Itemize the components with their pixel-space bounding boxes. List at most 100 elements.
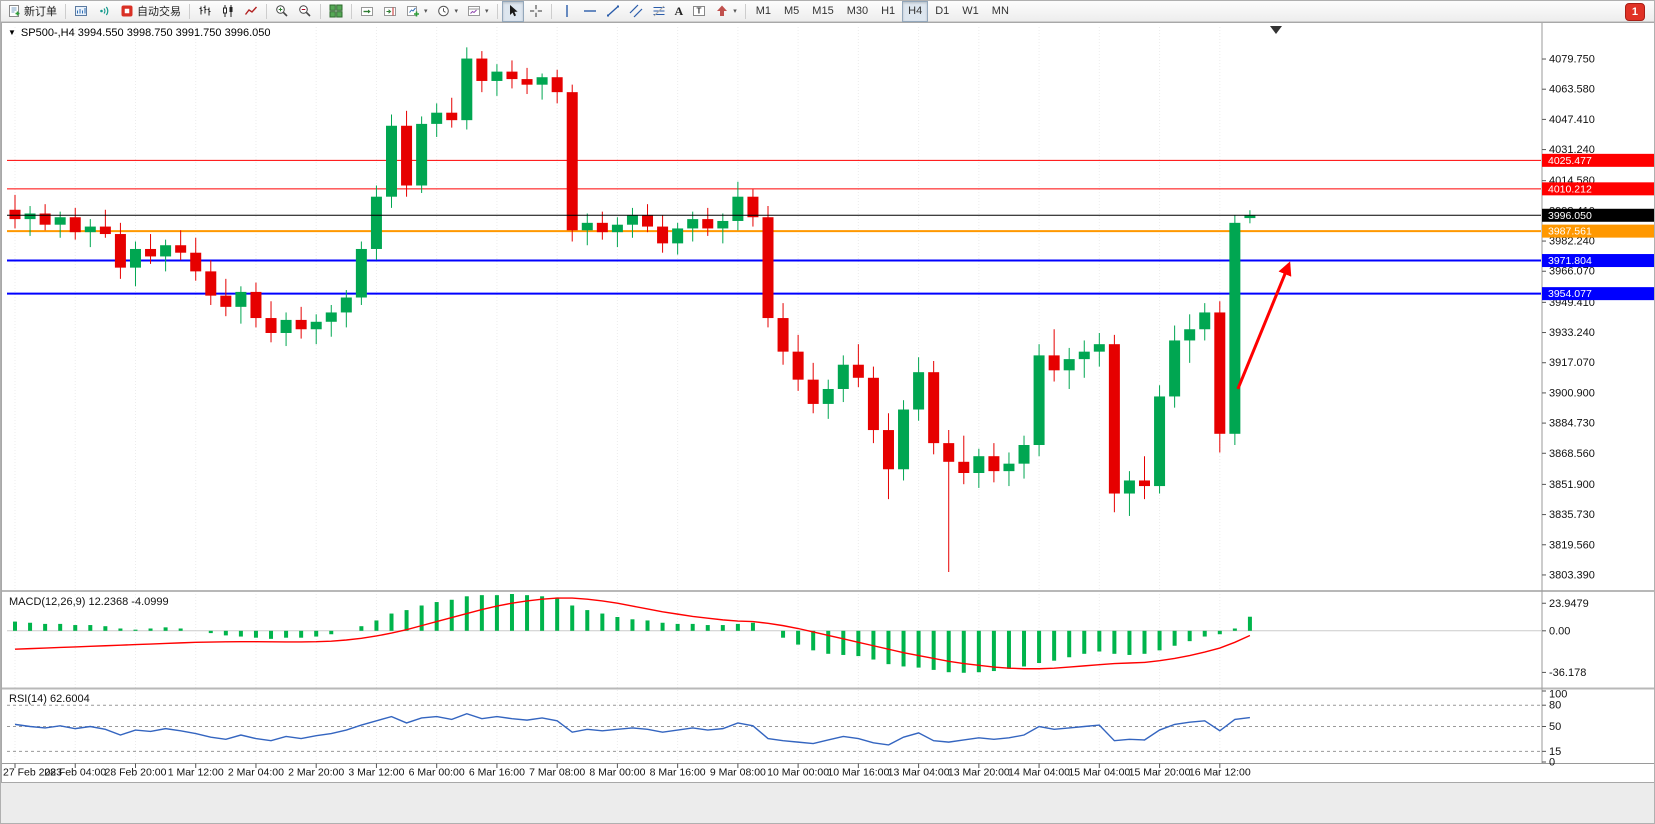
dropdown-arrow-icon: ▾	[733, 8, 737, 15]
collapse-chevron-icon[interactable]: ▼	[8, 28, 16, 37]
timeframe-button-m15[interactable]: M15	[812, 5, 834, 17]
time-axis-label: 27 Feb 2023	[3, 767, 62, 779]
candle-body	[777, 318, 789, 352]
price-tag[interactable]	[1542, 153, 1655, 167]
macd-axis-label: 23.9479	[1549, 598, 1589, 610]
candle-body	[958, 461, 970, 473]
crosshair-tool-button[interactable]	[525, 1, 547, 22]
price-tag[interactable]	[1542, 254, 1655, 268]
candle-body	[190, 252, 202, 272]
time-axis-label: 2 Mar 20:00	[288, 767, 344, 779]
candle-body	[596, 222, 608, 233]
zoom-out-button[interactable]	[294, 1, 316, 22]
chart-shift-button[interactable]	[379, 1, 401, 22]
candle-body	[822, 388, 834, 404]
horizontal-line-tool-button[interactable]	[579, 1, 601, 22]
candle-body	[536, 77, 548, 85]
timeframe-button-m1[interactable]: M1	[755, 5, 772, 17]
toolbar-separator	[320, 3, 321, 19]
candle-body	[1214, 312, 1226, 434]
price-axis-label: 4079.750	[1549, 54, 1595, 66]
signals-button[interactable]	[93, 1, 115, 22]
zoom-in-button[interactable]	[271, 1, 293, 22]
time-axis-label: 2 Mar 04:00	[228, 767, 284, 779]
candle-body	[521, 79, 533, 85]
new-order-button[interactable]: 新订单	[3, 1, 61, 22]
time-axis-label: 14 Mar 04:00	[1008, 767, 1070, 779]
vertical-line-tool-button[interactable]	[556, 1, 578, 22]
price-axis-label: 3803.390	[1549, 569, 1595, 581]
candlestick-chart-button[interactable]	[217, 1, 239, 22]
trendline-tool-button[interactable]	[602, 1, 624, 22]
bars-chart-button[interactable]	[194, 1, 216, 22]
candle-body	[175, 245, 187, 253]
candle-body	[732, 196, 744, 221]
candle-body	[129, 248, 141, 268]
shapes-tool-button[interactable]: ▾	[711, 1, 741, 22]
trend-arrow-annotation[interactable]	[1236, 261, 1292, 390]
templates-button[interactable]: ▾	[463, 1, 493, 22]
candlestick-chart-icon	[221, 4, 235, 18]
auto-scroll-button[interactable]	[356, 1, 378, 22]
vertical-line-icon	[560, 4, 574, 18]
candle-body	[1244, 215, 1256, 219]
timeframe-button-m30[interactable]: M30	[846, 5, 869, 17]
text-label-tool-button[interactable]: T	[688, 1, 710, 22]
price-tag[interactable]	[1542, 224, 1655, 238]
timeframe-button-h4[interactable]: H4	[902, 1, 929, 22]
toolbar-separator	[550, 3, 552, 19]
cursor-tool-button[interactable]	[501, 1, 524, 22]
text-label-icon: T	[692, 4, 706, 18]
chart-shift-marker[interactable]	[1270, 26, 1282, 34]
candle-body	[160, 245, 172, 257]
candle-body	[1018, 444, 1030, 464]
time-axis-label: 8 Mar 16:00	[650, 767, 706, 779]
rsi-axis-label: 0	[1549, 757, 1555, 769]
price-tag-label: 4025.477	[1548, 155, 1592, 167]
rsi-axis-label: 100	[1549, 689, 1567, 701]
time-axis-label: 15 Mar 04:00	[1068, 767, 1130, 779]
time-axis-label: 3 Mar 12:00	[348, 767, 404, 779]
timeframe-button-m5[interactable]: M5	[784, 5, 800, 17]
tile-windows-button[interactable]	[325, 1, 347, 22]
templates-icon	[467, 4, 481, 18]
macd-signal-line	[14, 597, 1251, 670]
chart-window-icon	[74, 4, 88, 18]
time-axis-label: 13 Mar 20:00	[948, 767, 1010, 779]
timeframe-button-d1[interactable]: D1	[935, 5, 950, 17]
candle-body	[310, 321, 322, 330]
price-axis-label: 3819.560	[1549, 539, 1595, 551]
periods-button[interactable]: ▾	[433, 1, 463, 22]
timeframe-button-h1[interactable]: H1	[881, 5, 896, 17]
candle-body	[416, 123, 428, 186]
text-tool-button[interactable]: A	[671, 1, 688, 22]
price-tag[interactable]	[1542, 287, 1655, 301]
toolbar-separator	[65, 3, 66, 19]
fibonacci-tool-button[interactable]	[648, 1, 670, 22]
time-axis-label: 10 Mar 16:00	[827, 767, 889, 779]
candle-body	[837, 364, 849, 389]
zoom-in-icon	[275, 4, 289, 18]
clock-icon	[437, 4, 451, 18]
chart-window-button[interactable]	[70, 1, 92, 22]
price-tag-label: 3954.077	[1548, 288, 1592, 300]
bars-chart-icon	[198, 4, 212, 18]
arrow-shape-icon	[715, 4, 729, 18]
zoom-out-icon	[298, 4, 312, 18]
timeframe-button-w1[interactable]: W1	[962, 5, 979, 17]
price-tag[interactable]	[1542, 182, 1655, 196]
dropdown-arrow-icon: ▾	[424, 8, 428, 15]
line-chart-button[interactable]	[240, 1, 262, 22]
chart-canvas[interactable]: 4079.7504063.5804047.4104031.2404014.580…	[1, 22, 1655, 783]
timeframe-button-mn[interactable]: MN	[991, 5, 1009, 17]
time-axis-label: 16 Mar 12:00	[1189, 767, 1251, 779]
window-bottom-strip	[1, 783, 1654, 823]
candle-body	[386, 125, 397, 197]
new-chart-button[interactable]: ▾	[402, 1, 432, 22]
notification-badge[interactable]: 1	[1624, 3, 1645, 21]
channel-tool-button[interactable]	[625, 1, 647, 22]
autotrade-stop-icon	[120, 4, 134, 18]
candle-body	[566, 92, 578, 231]
price-axis-label: 3884.730	[1549, 418, 1595, 430]
autotrade-button[interactable]: 自动交易	[116, 1, 185, 22]
